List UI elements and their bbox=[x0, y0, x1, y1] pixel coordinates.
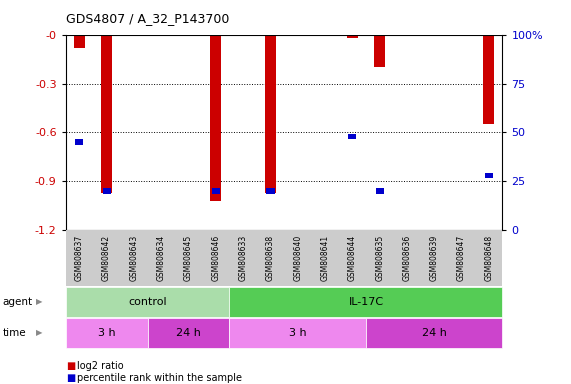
Bar bbox=[210, 35, 222, 201]
Text: GSM808644: GSM808644 bbox=[348, 235, 357, 281]
Text: GSM808638: GSM808638 bbox=[266, 235, 275, 281]
Bar bbox=[266, 189, 275, 194]
Text: GSM808640: GSM808640 bbox=[293, 235, 302, 281]
Text: GSM808637: GSM808637 bbox=[75, 235, 84, 281]
Text: GSM808647: GSM808647 bbox=[457, 235, 466, 281]
Text: GSM808648: GSM808648 bbox=[484, 235, 493, 281]
Text: 3 h: 3 h bbox=[98, 328, 115, 338]
Text: log2 ratio: log2 ratio bbox=[77, 361, 124, 371]
Text: IL-17C: IL-17C bbox=[348, 297, 384, 307]
Bar bbox=[74, 35, 85, 48]
Text: GSM808641: GSM808641 bbox=[320, 235, 329, 281]
Bar bbox=[103, 189, 111, 194]
Text: time: time bbox=[3, 328, 26, 338]
Text: GSM808642: GSM808642 bbox=[102, 235, 111, 281]
Bar bbox=[265, 35, 276, 193]
Text: GSM808646: GSM808646 bbox=[211, 235, 220, 281]
Text: GSM808633: GSM808633 bbox=[239, 235, 248, 281]
Bar bbox=[347, 35, 358, 38]
Text: ▶: ▶ bbox=[35, 328, 42, 337]
Bar bbox=[348, 134, 356, 139]
Text: 3 h: 3 h bbox=[289, 328, 307, 338]
Text: percentile rank within the sample: percentile rank within the sample bbox=[77, 373, 242, 383]
Bar bbox=[212, 189, 220, 194]
Text: 24 h: 24 h bbox=[422, 328, 447, 338]
Text: GSM808634: GSM808634 bbox=[156, 235, 166, 281]
Text: control: control bbox=[128, 297, 167, 307]
Text: GSM808639: GSM808639 bbox=[430, 235, 439, 281]
Text: agent: agent bbox=[3, 297, 33, 307]
Bar bbox=[485, 173, 493, 179]
Bar bbox=[484, 35, 494, 124]
Text: GDS4807 / A_32_P143700: GDS4807 / A_32_P143700 bbox=[66, 12, 229, 25]
Text: GSM808643: GSM808643 bbox=[130, 235, 138, 281]
Text: ■: ■ bbox=[66, 373, 75, 383]
Bar bbox=[374, 35, 385, 67]
Bar bbox=[75, 139, 83, 145]
Text: ■: ■ bbox=[66, 361, 75, 371]
Bar bbox=[101, 35, 112, 193]
Text: GSM808635: GSM808635 bbox=[375, 235, 384, 281]
Bar bbox=[376, 189, 384, 194]
Text: GSM808645: GSM808645 bbox=[184, 235, 193, 281]
Text: GSM808636: GSM808636 bbox=[403, 235, 412, 281]
Text: ▶: ▶ bbox=[35, 297, 42, 306]
Text: 24 h: 24 h bbox=[176, 328, 201, 338]
